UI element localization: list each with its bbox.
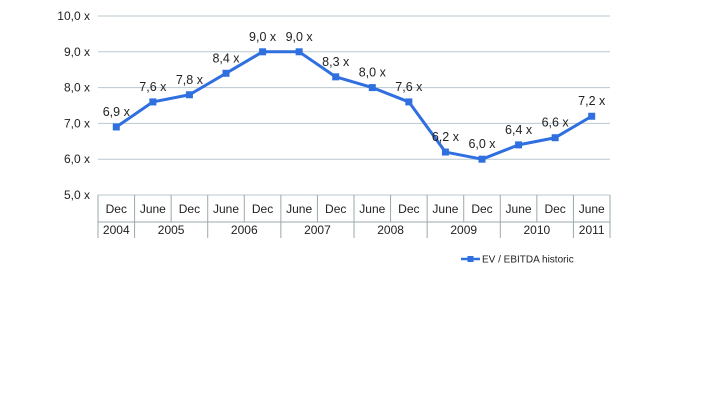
data-point-marker <box>368 84 376 92</box>
data-point-marker <box>551 134 559 142</box>
data-label: 8,3 x <box>322 55 350 69</box>
data-point-marker <box>185 91 193 99</box>
data-label: 9,0 x <box>286 30 314 44</box>
data-point-marker <box>405 98 413 106</box>
x-category-label: June <box>579 202 605 216</box>
x-year-label: 2006 <box>231 223 258 237</box>
x-category-label: Dec <box>179 202 200 216</box>
x-category-label: Dec <box>325 202 346 216</box>
data-point-marker <box>441 148 449 156</box>
data-label: 8,4 x <box>212 51 240 65</box>
y-tick-label: 9,0 x <box>64 45 90 59</box>
legend-square-marker <box>467 256 474 262</box>
series-line <box>115 50 593 161</box>
y-tick-label: 8,0 x <box>64 81 90 95</box>
x-category-label: June <box>506 202 532 216</box>
y-tick-label: 5,0 x <box>64 188 90 202</box>
y-axis-tick-labels: 5,0 x 6,0 x 7,0 x 8,0 x 9,0 x 10,0 x <box>57 9 90 202</box>
y-tick-label: 7,0 x <box>64 116 90 130</box>
data-point-marker <box>112 123 120 131</box>
x-year-label: 2010 <box>524 223 551 237</box>
data-label: 8,0 x <box>359 66 387 80</box>
data-label: 7,6 x <box>395 80 423 94</box>
x-year-label: 2008 <box>377 223 404 237</box>
y-tick-label: 10,0 x <box>57 9 90 23</box>
data-point-marker <box>478 155 486 163</box>
data-point-marker <box>295 48 303 56</box>
x-year-label: 2005 <box>158 223 185 237</box>
x-category-label: June <box>359 202 385 216</box>
x-category-label: Dec <box>544 202 565 216</box>
x-category-label: Dec <box>398 202 419 216</box>
data-point-marker <box>332 73 340 81</box>
x-category-label: Dec <box>471 202 492 216</box>
data-label: 6,0 x <box>468 137 496 151</box>
legend-label: EV / EBITDA historic <box>482 255 574 266</box>
data-point-marker <box>222 69 230 77</box>
data-label: 6,4 x <box>505 123 533 137</box>
x-year-label: 2004 <box>103 223 130 237</box>
data-label: 6,2 x <box>432 130 460 144</box>
x-year-label: 2009 <box>450 223 477 237</box>
y-tick-label: 6,0 x <box>64 152 90 166</box>
gridlines <box>98 15 610 196</box>
legend: EV / EBITDA historic <box>461 255 574 266</box>
data-label: 6,6 x <box>542 116 570 130</box>
x-category-label: Dec <box>106 202 127 216</box>
x-year-label: 2007 <box>304 223 331 237</box>
x-category-label: June <box>286 202 312 216</box>
data-point-marker <box>149 98 157 106</box>
x-category-label: June <box>140 202 166 216</box>
x-year-label: 2011 <box>579 223 605 237</box>
data-label: 9,0 x <box>249 30 277 44</box>
data-label: 7,8 x <box>176 73 204 87</box>
x-axis-category-table: Dec June Dec June Dec June Dec June Dec June Dec Ju… <box>97 195 611 238</box>
x-category-label: June <box>213 202 239 216</box>
data-point-marker <box>515 141 523 149</box>
data-label: 7,6 x <box>139 80 167 94</box>
data-label: 7,2 x <box>578 94 606 108</box>
series-ev-ebitda: 6,9 x 7,6 x 7,8 x 8,4 x 9,0 x 9,0 x 8,3 x 8,0 x… <box>103 30 606 163</box>
data-point-marker <box>259 48 267 56</box>
x-category-label: Dec <box>252 202 273 216</box>
data-point-marker <box>588 112 596 120</box>
x-category-label: June <box>432 202 458 216</box>
data-label: 6,9 x <box>103 105 131 119</box>
